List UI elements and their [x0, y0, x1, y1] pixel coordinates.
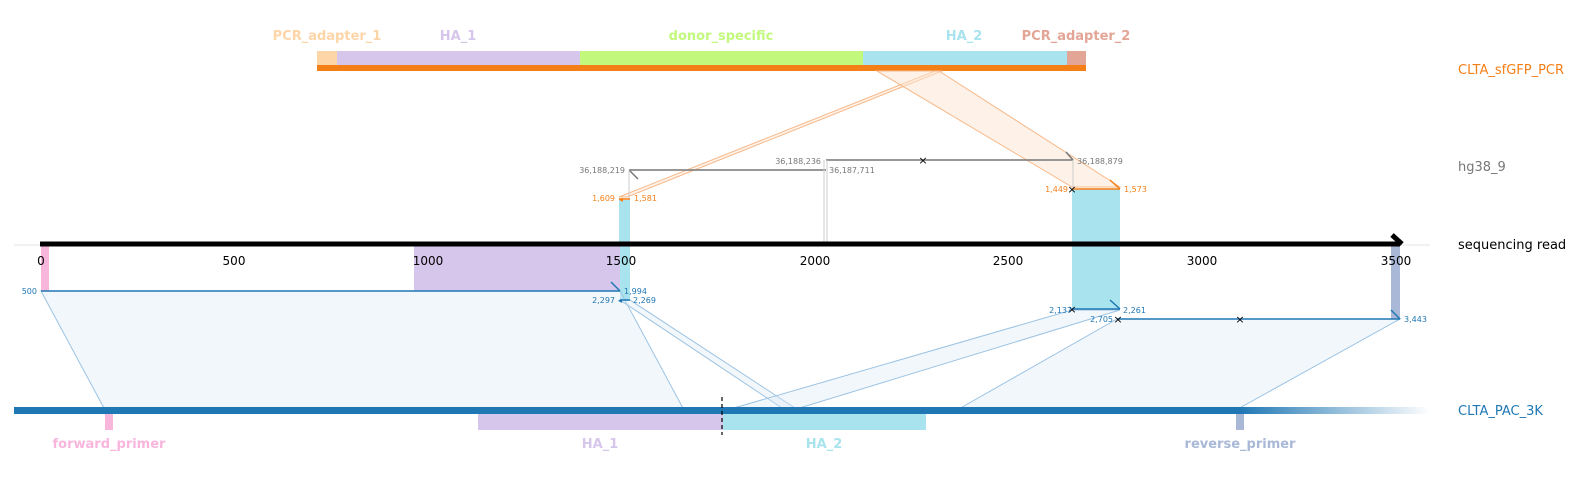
blue-coord-c-right: 2,261	[1123, 306, 1146, 315]
track-label-bottom: CLTA_PAC_3K	[1458, 404, 1543, 419]
blue-coord-d-right: 3,443	[1404, 315, 1427, 324]
bottom-feature-ha-2	[723, 414, 926, 430]
orange-link-a	[618, 70, 943, 198]
top-label-pcr-adapter-1: PCR_adapter_1	[273, 29, 382, 44]
top-reference-track: PCR_adapter_1 HA_1 donor_specific HA_2 P…	[273, 29, 1131, 71]
top-feature-ha-1	[337, 51, 580, 65]
top-label-donor-specific: donor_specific	[669, 29, 774, 44]
genome-cross-marker: ×	[918, 154, 927, 167]
read-tick-1000: 1000	[413, 254, 444, 268]
blue-alignment-a-tick	[610, 281, 621, 292]
read-block-ha-2-a	[620, 245, 630, 301]
read-tick-3500: 3500	[1381, 254, 1412, 268]
blue-coord-b-left: 2,297	[592, 296, 615, 305]
orange-block-b-fill	[1072, 189, 1120, 243]
blue-alignment-d-tick	[1390, 309, 1401, 320]
genome-segment-b-tick	[1065, 151, 1074, 161]
orange-block-a-fill	[619, 200, 630, 243]
track-labels: CLTA_sfGFP_PCR hg38_9 sequencing read CL…	[1458, 63, 1566, 419]
orange-alignment-links	[618, 70, 1122, 198]
blue-alignment-d-cross-a: ×	[1113, 313, 1122, 326]
genome-coord-a-start: 36,188,219	[579, 166, 625, 175]
top-label-pcr-adapter-2: PCR_adapter_2	[1022, 29, 1131, 44]
orange-coord-a-left: 1,609	[592, 194, 615, 203]
blue-coord-b-right: 2,269	[633, 296, 656, 305]
bottom-feature-reverse-primer	[1236, 414, 1244, 430]
blue-alignment-links	[40, 290, 1402, 411]
orange-link-b	[875, 70, 1122, 188]
genome-coord-a-end: 36,187,711	[829, 166, 875, 175]
top-feature-pcr-adapter-2	[1067, 51, 1086, 65]
read-tick-2000: 2000	[800, 254, 831, 268]
orange-coord-a-right: 1,581	[634, 194, 657, 203]
bottom-label-forward-primer: forward_primer	[53, 437, 167, 452]
bottom-label-ha-2: HA_2	[806, 437, 843, 452]
blue-alignment-b-marker: ◂	[618, 296, 622, 305]
blue-coord-a-right: 1,994	[624, 287, 647, 296]
bottom-reference-track: forward_primer HA_1 HA_2 reverse_primer	[14, 397, 1430, 452]
genome-segment-a-tick	[628, 169, 639, 180]
orange-coord-b-left: 1,449	[1045, 185, 1068, 194]
track-label-read: sequencing read	[1458, 238, 1566, 253]
genome-coord-b-start: 36,188,236	[775, 157, 821, 166]
blue-read-blocks	[41, 245, 1400, 319]
orange-block-b-cross: ×	[1067, 183, 1076, 196]
bottom-reference-bar-fade	[1239, 407, 1430, 414]
top-label-ha-2: HA_2	[946, 29, 983, 44]
sequencing-read-axis: 0 500 1000 1500 2000 2500 3000 3500	[14, 233, 1430, 268]
blue-link-a	[40, 290, 685, 411]
read-block-ha-1	[414, 245, 620, 291]
read-tick-1500: 1500	[606, 254, 637, 268]
bottom-reference-bar	[14, 407, 1239, 414]
top-feature-pcr-adapter-1	[317, 51, 337, 65]
read-block-ha-2-b	[1072, 245, 1120, 310]
read-tick-500: 500	[223, 254, 246, 268]
track-label-genome: hg38_9	[1458, 160, 1506, 175]
blue-alignment-d-cross-b: ×	[1235, 313, 1244, 326]
orange-block-a-marker: ◂	[619, 195, 623, 204]
blue-read-alignments: 500 1,994 ◂ 2,297 2,269 × 2,137 2,261 × …	[22, 281, 1427, 326]
top-label-ha-1: HA_1	[440, 29, 477, 44]
orange-read-alignments: ◂ 1,609 1,581 × 1,449 1,573	[592, 179, 1147, 243]
read-block-reverse-primer	[1391, 245, 1400, 319]
read-block-pink	[41, 245, 49, 291]
blue-coord-d-left: 2,705	[1090, 315, 1113, 324]
orange-coord-b-right: 1,573	[1124, 185, 1147, 194]
read-tick-0: 0	[37, 254, 45, 268]
top-feature-donor-specific	[580, 51, 863, 65]
bottom-label-reverse-primer: reverse_primer	[1185, 437, 1297, 452]
top-feature-ha-2	[863, 51, 1067, 65]
bottom-feature-ha-1	[478, 414, 723, 430]
blue-alignment-c-tick	[1109, 299, 1121, 310]
bottom-feature-forward-primer	[105, 414, 113, 430]
genome-coord-b-end: 36,188,879	[1077, 157, 1123, 166]
track-label-top: CLTA_sfGFP_PCR	[1458, 63, 1564, 78]
blue-coord-c-left: 2,137	[1049, 306, 1072, 315]
top-reference-bar	[317, 65, 1086, 71]
blue-alignment-c-cross: ×	[1067, 303, 1076, 316]
blue-coord-a-left: 500	[22, 287, 37, 296]
read-axis-arrow	[1390, 233, 1404, 246]
bottom-label-ha-1: HA_1	[582, 437, 619, 452]
orange-block-b-tick	[1109, 179, 1121, 190]
read-tick-3000: 3000	[1187, 254, 1218, 268]
read-tick-2500: 2500	[993, 254, 1024, 268]
